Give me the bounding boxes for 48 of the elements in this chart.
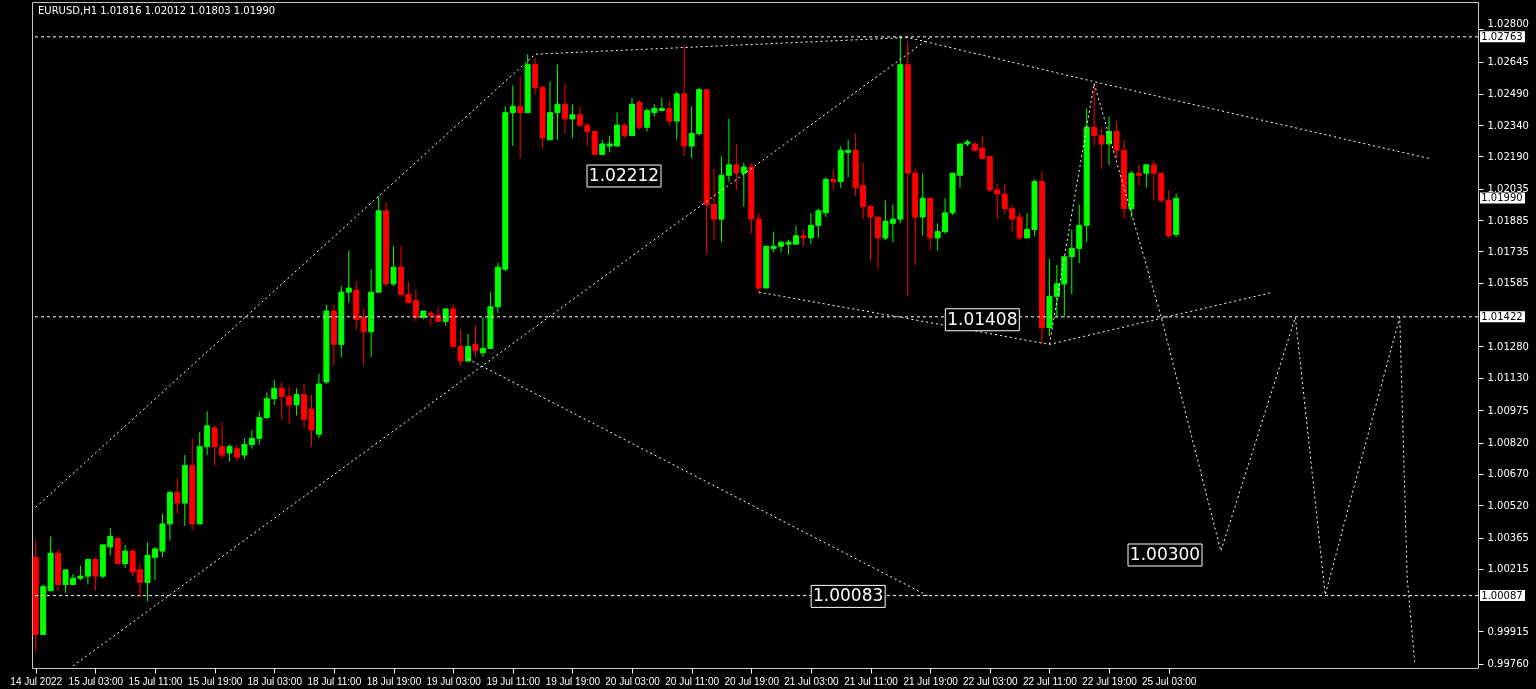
- x-tick-label: 21 Jul 03:00: [784, 675, 840, 687]
- x-tick-label: 19 Jul 03:00: [426, 675, 482, 687]
- y-tick-label: 1.00215: [1487, 563, 1529, 575]
- x-tick-label: 20 Jul 19:00: [724, 675, 780, 687]
- x-tick-label: 22 Jul 11:00: [1023, 675, 1078, 687]
- y-tick-label: 1.01130: [1487, 372, 1529, 384]
- x-tick-label: 18 Jul 11:00: [307, 675, 362, 687]
- x-tick-label: 15 Jul 19:00: [187, 675, 243, 687]
- y-tick-label: 0.99915: [1487, 625, 1529, 637]
- y-tick-label: 1.00975: [1487, 404, 1529, 416]
- text: 1.01990: [1481, 192, 1523, 203]
- y-tick-label: 1.02035: [1487, 183, 1529, 195]
- x-tick-label: 18 Jul 03:00: [247, 675, 303, 687]
- annotation: 1.01408: [947, 308, 1018, 329]
- ref-line-label: 1.00087: [1481, 589, 1523, 601]
- y-tick-label: 1.02490: [1487, 88, 1529, 100]
- x-tick-label: 15 Jul 03:00: [68, 675, 124, 687]
- y-tick-label: 1.01735: [1487, 245, 1529, 257]
- chart-title: EURUSD,H1 1.01816 1.02012 1.01803 1.01990: [38, 5, 276, 16]
- y-tick-label: 1.00365: [1487, 532, 1529, 544]
- y-tick-label: 1.00820: [1487, 437, 1529, 449]
- annotation: 1.00300: [1129, 544, 1201, 564]
- x-tick-label: 21 Jul 11:00: [844, 675, 899, 687]
- x-tick-label: 21 Jul 19:00: [903, 675, 959, 687]
- y-tick-label: 1.02800: [1487, 17, 1529, 29]
- y-tick-label: 0.99760: [1487, 658, 1529, 670]
- x-tick-label: 25 Jul 03:00: [1141, 675, 1197, 687]
- y-tick-label: 1.00520: [1487, 499, 1529, 511]
- x-tick-label: 18 Jul 19:00: [366, 675, 422, 687]
- x-tick-label: 22 Jul 19:00: [1082, 675, 1138, 687]
- annotation: 1.02212: [588, 165, 660, 185]
- x-tick-label: 14 Jul 2022: [10, 675, 63, 687]
- x-tick-label: 19 Jul 11:00: [486, 675, 541, 687]
- y-tick-label: 1.02340: [1487, 119, 1529, 131]
- annotation: 1.00083: [813, 585, 884, 606]
- ref-line-label: 1.01422: [1481, 310, 1523, 322]
- y-tick-label: 1.01885: [1487, 214, 1529, 226]
- ref-line-label: 1.02763: [1481, 30, 1523, 42]
- x-tick-label: 22 Jul 03:00: [963, 675, 1018, 687]
- x-tick-label: 20 Jul 03:00: [605, 675, 661, 687]
- y-tick-label: 1.01280: [1487, 340, 1529, 352]
- x-tick-label: 20 Jul 11:00: [665, 675, 720, 687]
- x-tick-label: 19 Jul 19:00: [545, 675, 601, 687]
- x-tick-label: 15 Jul 11:00: [128, 675, 183, 687]
- y-tick-label: 1.02190: [1487, 151, 1529, 162]
- y-tick-label: 1.02645: [1487, 56, 1529, 67]
- y-tick-label: 1.01585: [1487, 277, 1529, 289]
- y-tick-label: 1.00670: [1487, 468, 1529, 480]
